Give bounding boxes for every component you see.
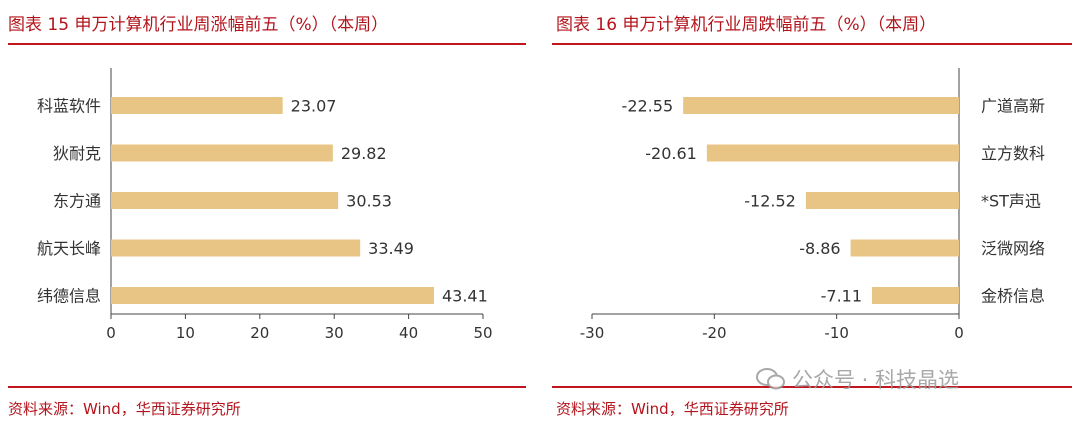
chart-title: 图表 16 申万计算机行业周跌幅前五（%）（本周）: [556, 15, 937, 35]
x-tick-label: 0: [106, 324, 116, 342]
x-tick-label: -30: [580, 324, 605, 342]
bar: [850, 239, 959, 257]
data-label: 29.82: [341, 144, 387, 163]
category-label: 广道高新: [981, 97, 1045, 116]
chart-losers: -30 -20 -10 0 广道高新 -22.55 立方数科 -20.61 *ST声迅 -12.5…: [580, 68, 1045, 342]
bar: [683, 97, 959, 114]
bar: [111, 144, 333, 162]
x-tick-label: 20: [250, 324, 269, 342]
x-tick-label: 0: [954, 324, 964, 342]
data-label: 30.53: [346, 192, 392, 211]
chart-gainers: 0 10 20 30 40 50 科蓝软件 23.07 狄耐克 29.82 东方通 30.53 航天长峰…: [37, 68, 493, 342]
category-label: 狄耐克: [53, 144, 101, 163]
source-note: 资料来源：Wind，华西证券研究所: [8, 400, 241, 418]
bar: [872, 287, 959, 304]
chart-panel-gainers: 图表 15 申万计算机行业周涨幅前五（%）（本周） 0 10 20 30 40 50 科蓝软…: [0, 0, 530, 427]
title-rule: [8, 43, 526, 45]
data-label: -22.55: [622, 97, 674, 116]
watermark: 公众号 · 科技晶选: [756, 364, 959, 396]
title-rule: [552, 43, 1072, 45]
data-label: 43.41: [442, 287, 488, 306]
category-label: 东方通: [53, 192, 101, 211]
bar: [111, 97, 283, 114]
wechat-icon: [756, 367, 786, 396]
category-label: 立方数科: [981, 144, 1045, 163]
bar: [111, 239, 361, 257]
bar: [706, 144, 959, 162]
source-note: 资料来源：Wind，华西证券研究所: [556, 400, 789, 418]
x-tick-label: -10: [824, 324, 849, 342]
source-rule: [8, 386, 526, 388]
watermark-text: 公众号 · 科技晶选: [792, 368, 960, 392]
category-label: 纬德信息: [37, 287, 101, 306]
category-label: 科蓝软件: [37, 97, 101, 116]
x-tick-label: 30: [325, 324, 344, 342]
x-tick-label: -20: [702, 324, 727, 342]
bar: [805, 192, 959, 209]
category-label: *ST声迅: [981, 192, 1041, 211]
category-label: 泛微网络: [981, 239, 1045, 258]
data-label: 33.49: [368, 239, 414, 258]
bar: [111, 192, 339, 209]
bar: [111, 287, 434, 304]
category-label: 金桥信息: [981, 287, 1045, 306]
source-rule: [552, 386, 1072, 388]
data-label: -8.86: [799, 239, 840, 258]
data-label: -20.61: [645, 144, 697, 163]
chart-panel-losers: 图表 16 申万计算机行业周跌幅前五（%）（本周） -30 -20 -10 0 广道高新…: [548, 0, 1080, 427]
data-label: -7.11: [821, 287, 862, 306]
data-label: 23.07: [291, 97, 337, 116]
data-label: -12.52: [744, 192, 796, 211]
x-tick-label: 10: [176, 324, 195, 342]
category-label: 航天长峰: [37, 239, 101, 258]
x-tick-label: 40: [399, 324, 418, 342]
chart-title: 图表 15 申万计算机行业周涨幅前五（%）（本周）: [8, 15, 389, 35]
x-tick-label: 50: [473, 324, 492, 342]
